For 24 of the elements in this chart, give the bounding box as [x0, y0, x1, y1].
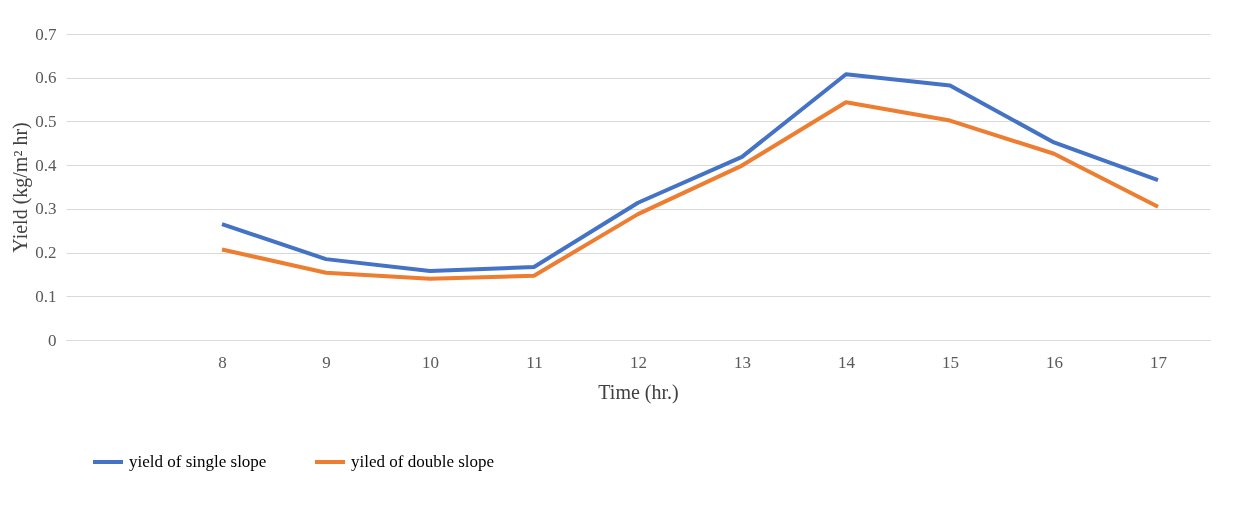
legend-label: yield of single slope — [129, 452, 267, 471]
x-tick-label: 10 — [422, 352, 439, 372]
x-tick-label: 17 — [1150, 352, 1168, 372]
y-tick-label: 0.4 — [35, 155, 57, 175]
y-axis-title: Yield (kg/m² hr) — [9, 122, 33, 253]
y-tick-label: 0.6 — [35, 68, 57, 88]
line-series — [220, 100, 1160, 281]
x-tick-label: 9 — [322, 352, 331, 372]
line-series — [220, 72, 1160, 273]
y-tick-label: 0.7 — [35, 24, 57, 44]
y-tick-label: 0.5 — [35, 111, 57, 131]
x-tick-label: 13 — [734, 352, 751, 372]
x-tick-label: 11 — [526, 352, 543, 372]
x-tick-label: 16 — [1046, 352, 1063, 372]
x-tick-label: 15 — [942, 352, 959, 372]
y-tick-label: 0.1 — [35, 286, 57, 306]
y-tick-label: 0.2 — [35, 243, 57, 263]
x-axis-title: Time (hr.) — [598, 380, 679, 404]
y-tick-label: 0.3 — [35, 199, 57, 219]
legend-label: yiled of double slope — [351, 452, 495, 471]
x-tick-label: 12 — [630, 352, 647, 372]
x-tick-label: 14 — [838, 352, 856, 372]
x-tick-label: 8 — [218, 352, 227, 372]
y-tick-label: 0 — [48, 330, 57, 350]
